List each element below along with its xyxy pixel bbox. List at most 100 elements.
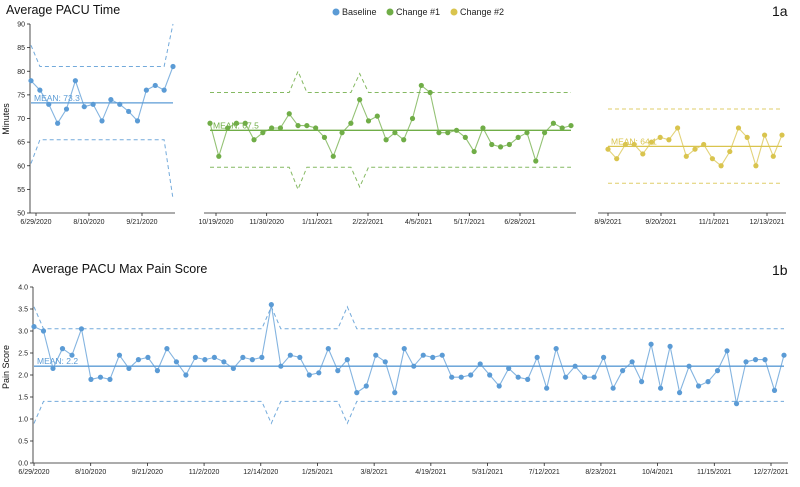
chart-1b-y-tick-label: 4.0 [18,285,28,292]
chart-1b-point-6 [88,376,94,382]
chart-1a-panel3-point-17 [753,163,759,169]
chart-1a-panel1-point-5 [72,78,78,84]
chart-1b-point-55 [553,346,559,352]
chart-1b-point-64 [638,379,645,385]
chart-1a-panel2-point-18 [365,118,372,124]
chart-1b-point-32 [335,368,341,374]
chart-1b-point-11 [135,357,142,363]
chart-1a-panel2-ucl-line [210,70,571,93]
chart-1b-point-15 [173,359,180,365]
chart-1b-point-46 [468,372,474,378]
chart-1b-point-45 [458,374,464,380]
chart-1b-x-tick-label: 5/31/2021 [472,469,503,476]
chart-1a-panel2-point-9 [286,111,292,117]
chart-1a-panel2-point-16 [348,120,354,126]
chart-1b-corner-label: 1b [772,262,788,278]
chart-1b-y-tick-label: 1.0 [18,417,28,424]
chart-1b-point-16 [183,372,189,378]
chart-1a-panel2-point-29 [462,134,468,140]
chart-1a-y-tick-label: 60 [17,163,25,170]
chart-1a-panel3-x-tick-label: 8/9/2021 [594,219,621,226]
chart-1b-point-71 [705,379,711,385]
chart-1b-point-33 [344,357,350,363]
chart-1a-panel3-point-8 [675,125,681,131]
chart-1b-point-76 [752,357,759,363]
chart-1b-x-tick-label: 3/8/2021 [361,469,388,476]
chart-1b-y-tick-label: 1.5 [18,395,28,402]
chart-1b-point-57 [572,363,578,369]
chart-1b-point-41 [420,352,426,358]
chart-1a-panel2-point-30 [471,148,477,155]
chart-1b-y-tick-label: 0.5 [18,439,28,446]
chart-1b-point-2 [50,365,56,371]
chart-1b-x-tick-label: 7/12/2021 [529,469,560,476]
chart-1a-panel2-point-17 [357,97,363,103]
chart-1b-point-34 [354,390,360,396]
chart-1a-panel3-point-0 [605,146,611,152]
chart-1a-panel3-point-2 [622,141,629,148]
chart-1a-panel1-point-8 [99,118,105,124]
chart-1a-y-tick-label: 75 [17,92,25,99]
chart-1a-panel3-point-7 [666,137,672,143]
chart-1b-point-29 [306,372,312,378]
chart-1b-point-52 [525,376,531,382]
chart-1b-point-61 [610,385,616,391]
chart-1b-point-17 [192,354,198,360]
chart-1b-mean-label: MEAN: 2.2 [37,356,78,366]
chart-1b-x-tick-label: 9/21/2020 [132,469,163,476]
chart-1a-panel2-point-2 [225,125,231,131]
chart-1a-panel1-point-0 [28,78,34,84]
chart-1b-lcl-line [33,400,784,425]
chart-1b-point-3 [59,346,66,352]
chart-1a-panel2-point-20 [383,137,389,143]
chart-1a-panel3-point-13 [718,163,724,169]
chart-1a-panel3-point-19 [770,153,776,159]
chart-1a-panel2-x-tick-label: 11/30/2020 [249,219,284,226]
chart-1b-point-28 [297,354,303,360]
chart-1a-panel1-point-10 [117,101,123,107]
chart-1a-panel2-point-4 [242,120,248,126]
chart-1a-panel2-lcl-line [210,166,571,191]
chart-1b-point-24 [259,354,265,360]
chart-1a-panel3-point-1 [614,156,620,162]
chart-1b-point-12 [145,354,151,360]
chart-1b-point-42 [430,354,436,360]
chart-1b-y-tick-label: 3.0 [18,329,28,336]
chart-1b-point-74 [733,401,740,407]
chart-1a-panel2-point-8 [277,125,284,131]
chart-1a-panel2-point-39 [550,120,556,126]
chart-1a-panel2-x-tick-label: 1/11/2021 [302,219,333,226]
chart-1a-panel1-x-tick-label: 9/21/2020 [126,219,157,226]
chart-1a-panel3-point-9 [683,153,689,159]
chart-1a-panel1-point-3 [55,120,61,126]
chart-1a-y-tick-label: 90 [17,22,25,29]
chart-1a-panel2-point-37 [533,158,539,164]
chart-1a-corner-label: 1a [772,3,788,19]
chart-1a-panel2-point-26 [436,130,442,136]
chart-1a-title: Average PACU Time [6,3,120,17]
chart-1b-x-tick-label: 11/15/2021 [697,469,732,476]
chart-1b-point-78 [771,387,778,393]
chart-1a-panel2-x-tick-label: 10/19/2020 [198,219,233,226]
chart-1a-panel2-point-12 [313,125,319,131]
chart-1a-y-tick-label: 65 [17,140,25,147]
chart-1a-panel1-point-7 [90,101,96,107]
chart-1a-panel1-point-12 [134,118,141,124]
chart-1b-x-tick-label: 6/29/2020 [18,469,49,476]
chart-1a-panel3-point-20 [779,132,785,138]
chart-1a-panel1-point-16 [170,63,176,70]
chart-1a-panel3-point-18 [762,132,768,138]
chart-1a-panel3-point-4 [640,151,646,157]
chart-1a-panel3-point-3 [631,141,637,148]
chart-1a-y-tick-label: 50 [17,211,25,218]
chart-1a-panel3-point-11 [701,141,707,148]
chart-1a-panel1-mean-label: MEAN: 73.3 [34,93,80,103]
chart-1a-panel2-point-15 [339,130,345,136]
chart-1b-point-73 [724,348,730,354]
chart-1a-panel2-point-23 [409,115,416,122]
chart-1a-panel2-x-tick-label: 5/17/2021 [454,219,485,226]
chart-1a-panel3-x-tick-label: 9/20/2021 [645,219,676,226]
chart-1a-panel2-point-3 [233,120,240,126]
chart-1a-panel2-point-32 [489,141,495,148]
